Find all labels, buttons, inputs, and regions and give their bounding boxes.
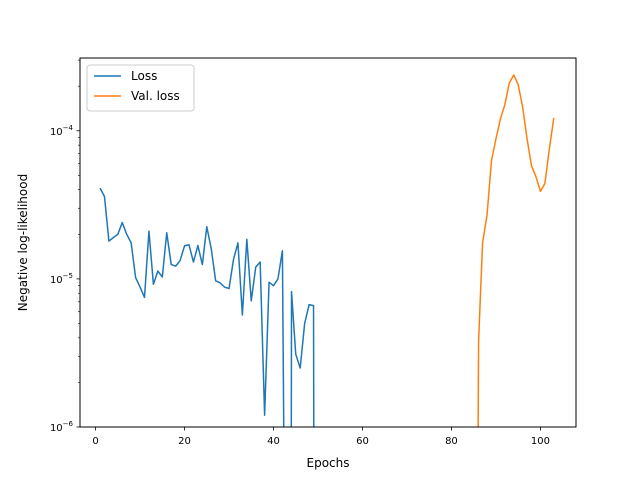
legend-label-1: Loss <box>131 69 157 83</box>
y-tick-label: 10−5 <box>50 272 73 286</box>
x-tick-label: 80 <box>445 436 458 447</box>
y-axis-label: Negative log-likelihood <box>16 174 30 311</box>
y-tick-label: 10−6 <box>50 420 74 434</box>
x-tick-label: 100 <box>531 436 550 447</box>
x-tick-label: 20 <box>178 436 191 447</box>
axes-frame <box>79 57 577 428</box>
series-line-2 <box>477 74 555 427</box>
series-line-1 <box>99 187 315 427</box>
x-tick-label: 0 <box>92 436 98 447</box>
x-tick-label: 40 <box>267 436 280 447</box>
x-tick-label: 60 <box>356 436 369 447</box>
plot-area <box>99 74 555 427</box>
legend: Loss Val. loss <box>86 64 195 112</box>
legend-label-2: Val. loss <box>131 89 180 103</box>
x-axis-label: Epochs <box>307 456 350 470</box>
x-axis: 0 20 40 60 80 100 <box>92 427 550 447</box>
y-tick-label: 10−4 <box>50 124 74 138</box>
